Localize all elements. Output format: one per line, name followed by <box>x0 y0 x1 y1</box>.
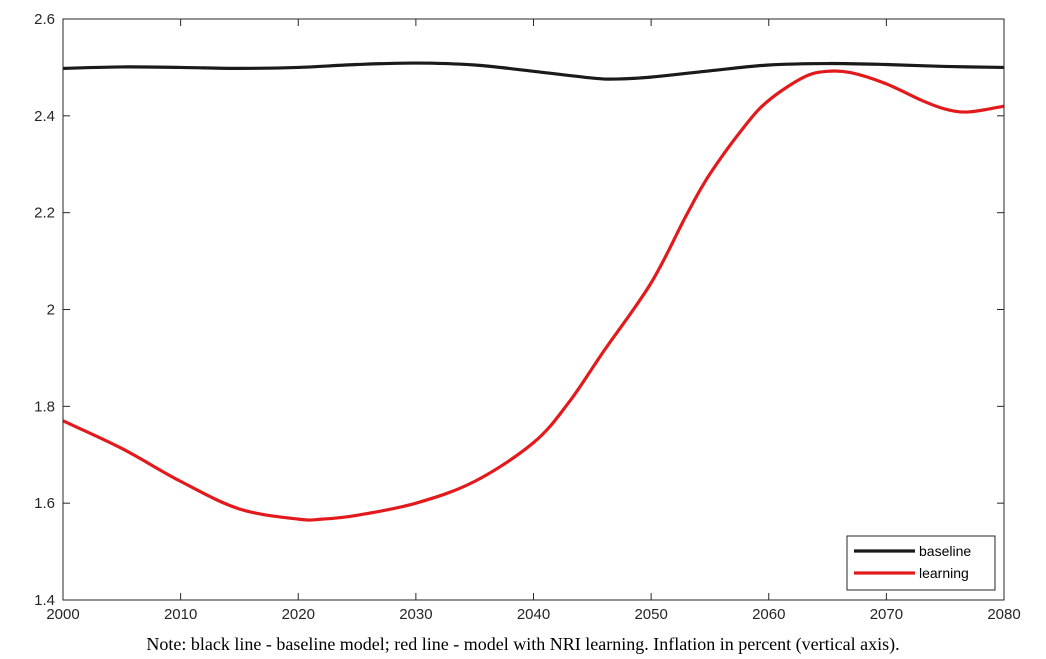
x-tick-label: 2030 <box>399 606 432 623</box>
plot-frame <box>62 18 1005 601</box>
x-tick-label: 2010 <box>164 606 197 623</box>
x-tick-label: 2020 <box>282 606 315 623</box>
x-tick-label: 2050 <box>634 606 667 623</box>
legend-label-learning: learning <box>919 565 969 581</box>
y-tick-label: 2.2 <box>34 205 55 222</box>
x-tick-label: 2000 <box>46 606 79 623</box>
series-lines <box>62 61 1005 522</box>
x-tick-label: 2080 <box>987 606 1020 623</box>
y-tick-label: 2.4 <box>34 108 55 125</box>
legend-box <box>846 535 996 591</box>
y-tick-label: 2.6 <box>34 11 55 28</box>
line-chart: 2000 2010 2020 2030 2040 2050 2060 2070 2080 1.4 1… <box>34 11 1021 623</box>
plot-area <box>63 19 1004 600</box>
y-tick-label: 1.6 <box>34 495 55 512</box>
legend: baseline learning <box>846 535 996 591</box>
figure-note: Note: black line - baseline model; red l… <box>146 634 900 654</box>
tick-labels: 2000 2010 2020 2030 2040 2050 2060 2070 2080 1.4 1… <box>34 11 1021 623</box>
y-tick-label: 1.4 <box>34 592 55 609</box>
x-tick-label: 2060 <box>752 606 785 623</box>
y-tick-label: 2 <box>47 302 55 319</box>
y-tick-label: 1.8 <box>34 398 55 415</box>
x-tick-label: 2040 <box>517 606 550 623</box>
series-line-baseline <box>62 61 1005 81</box>
x-tick-label: 2070 <box>870 606 903 623</box>
legend-label-baseline: baseline <box>919 543 971 559</box>
series-line-learning <box>62 69 1005 522</box>
